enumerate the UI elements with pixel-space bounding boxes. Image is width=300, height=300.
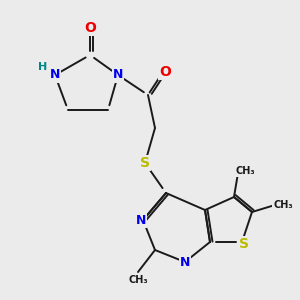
Text: CH₃: CH₃ [273, 200, 293, 210]
Text: S: S [239, 237, 249, 251]
Text: O: O [84, 21, 96, 35]
Text: N: N [180, 256, 190, 268]
Text: H: H [38, 62, 48, 72]
Text: N: N [113, 68, 123, 82]
Text: S: S [140, 156, 150, 170]
Text: N: N [136, 214, 146, 226]
Text: O: O [159, 65, 171, 79]
Text: CH₃: CH₃ [235, 166, 255, 176]
Text: N: N [50, 68, 60, 82]
Text: CH₃: CH₃ [128, 275, 148, 285]
